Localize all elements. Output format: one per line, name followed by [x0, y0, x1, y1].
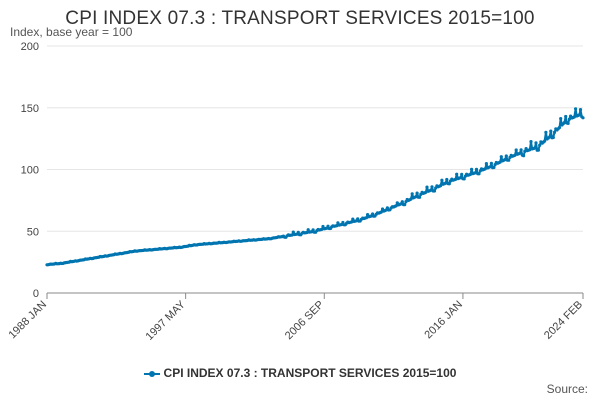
data-point: [534, 141, 538, 145]
data-point: [543, 139, 547, 143]
y-tick-label: 200: [21, 41, 39, 53]
data-point: [551, 135, 555, 140]
x-tick-label: 2024 FEB: [542, 299, 585, 342]
data-point: [455, 172, 459, 176]
data-point: [578, 108, 583, 112]
data-point: [430, 185, 434, 189]
data-point: [425, 185, 429, 189]
data-point: [432, 189, 437, 193]
data-point: [492, 165, 496, 170]
data-point: [473, 171, 477, 175]
data-point: [574, 107, 578, 111]
data-point: [458, 176, 463, 180]
data-point: [453, 177, 458, 181]
data-point: [577, 113, 581, 117]
data-point: [536, 148, 541, 152]
legend-label: CPI INDEX 07.3 : TRANSPORT SERVICES 2015…: [163, 366, 457, 380]
data-point: [291, 230, 295, 234]
data-point: [567, 117, 572, 121]
axis-layer: [46, 292, 584, 299]
chart-title: CPI INDEX 07.3 : TRANSPORT SERVICES 2015…: [65, 8, 535, 29]
tick-layer: 0 50 100 150 200 1988 JAN 1997 MAY 2006 SEP 2016…: [6, 41, 585, 343]
data-point: [477, 172, 481, 176]
data-point: [581, 116, 585, 120]
data-point: [462, 177, 466, 181]
data-point: [489, 161, 493, 165]
data-point: [447, 182, 451, 186]
data-point: [552, 130, 557, 134]
y-tick-label: 100: [21, 165, 39, 177]
data-point: [518, 151, 522, 155]
data-point: [364, 216, 368, 220]
data-point: [305, 230, 309, 235]
grid-layer: [47, 45, 583, 232]
legend-line-marker-icon: [143, 370, 160, 377]
data-point: [414, 195, 418, 199]
data-point: [311, 228, 315, 232]
data-point: [409, 197, 413, 201]
data-point: [403, 203, 407, 207]
data-point: [460, 172, 464, 176]
data-point: [549, 129, 553, 133]
data-point: [349, 220, 354, 224]
x-tick-label: 2016 JAN: [422, 299, 465, 342]
data-point: [444, 181, 448, 185]
data-point: [290, 233, 294, 237]
series-layer: [45, 107, 585, 267]
y-tick-label: 50: [27, 226, 39, 238]
data-point: [572, 115, 576, 119]
data-point: [566, 121, 570, 125]
data-point: [440, 178, 444, 182]
y-tick-label: 150: [21, 103, 39, 115]
data-point: [498, 160, 502, 164]
data-point: [513, 153, 517, 157]
data-point: [557, 125, 562, 130]
data-point: [296, 230, 300, 234]
data-point: [335, 224, 339, 228]
legend[interactable]: CPI INDEX 07.3 : TRANSPORT SERVICES 2015…: [0, 366, 600, 380]
data-point: [410, 192, 414, 196]
data-point: [504, 154, 508, 158]
data-point: [538, 143, 542, 147]
data-point: [519, 148, 523, 152]
data-point: [320, 227, 324, 231]
data-point: [306, 228, 310, 232]
y-axis-title: Index, base year = 100: [10, 25, 133, 39]
y-tick-label: 0: [33, 288, 39, 300]
data-point: [415, 191, 419, 195]
data-point: [564, 114, 568, 119]
x-tick-label: 1988 JAN: [6, 299, 49, 342]
data-point: [429, 188, 433, 192]
data-point: [470, 167, 474, 171]
data-point: [445, 177, 449, 182]
data-point: [488, 165, 492, 169]
data-point: [559, 117, 563, 121]
data-point: [523, 149, 527, 153]
x-tick-label: 2006 SEP: [283, 299, 327, 343]
data-point: [400, 200, 404, 204]
data-point: [499, 155, 503, 159]
data-point: [483, 167, 487, 171]
data-point: [533, 146, 537, 150]
x-tick-label: 1997 MAY: [144, 298, 189, 343]
data-point: [514, 148, 518, 152]
data-point: [379, 210, 383, 214]
data-point: [544, 130, 548, 134]
data-point: [507, 158, 511, 162]
data-point: [418, 195, 422, 199]
data-point: [424, 190, 428, 194]
data-point: [484, 162, 488, 166]
source-note: Source:: [546, 382, 588, 396]
data-point: [548, 135, 552, 139]
data-point: [522, 154, 526, 158]
data-point: [562, 121, 567, 125]
data-point: [474, 167, 479, 171]
data-point: [503, 158, 507, 162]
data-point: [394, 204, 398, 208]
data-point: [439, 184, 443, 188]
series-line: [46, 107, 584, 266]
data-point: [529, 140, 533, 144]
